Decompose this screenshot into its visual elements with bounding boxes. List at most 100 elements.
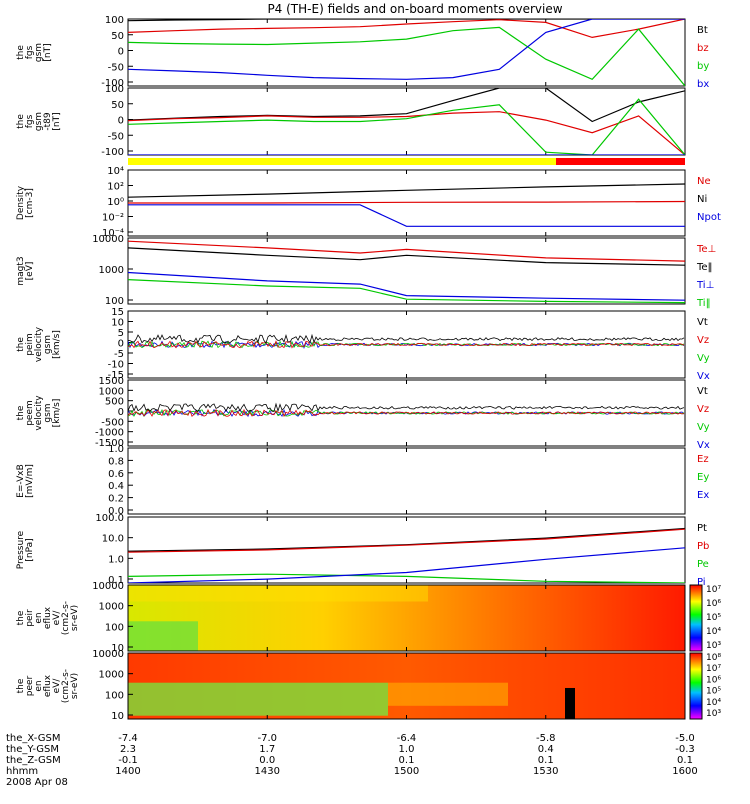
panel-ylabel: thepeemvelocitygsm[km/s] (16, 395, 62, 431)
colorbar-tick-label: 10⁶ (706, 675, 721, 685)
figure-title: P4 (TH-E) fields and on-board moments ov… (267, 2, 562, 16)
time-tick-label: 1600 (672, 766, 697, 777)
y-tick-label: 500 (105, 397, 124, 408)
legend-item: Pt (697, 523, 707, 534)
time-tick-label: 1530 (533, 766, 558, 777)
series-line-bz (128, 19, 685, 39)
legend-item: Ez (697, 454, 709, 465)
series-group (128, 88, 685, 155)
colorbar-tick-label: 10⁵ (706, 613, 721, 623)
series-line-by (128, 26, 685, 86)
mode-bar-fast (556, 158, 685, 165)
legend-item: Te⊥ (696, 244, 716, 255)
series-line-Te⊥ (128, 240, 685, 262)
panel-ylabel: thepeirenefluxeV/(cm2-s-sr-eV) (16, 601, 80, 635)
y-tick-label: -500 (101, 417, 124, 428)
legend-item: Pe (697, 559, 709, 570)
time-tick-label: 1430 (255, 766, 280, 777)
y-tick-label: 10⁴ (107, 166, 124, 177)
ephemeris-label: the_X-GSM (6, 733, 60, 744)
y-tick-label: 10 (111, 318, 124, 329)
series-group (128, 19, 685, 86)
legend-item: Vx (697, 371, 710, 382)
colorbar-tick-label: 10⁴ (706, 698, 721, 708)
y-tick-label: 0.6 (108, 469, 124, 480)
y-tick-label: -15 (108, 370, 124, 381)
y-tick-label: 0.4 (108, 481, 124, 492)
y-tick-label: -50 (108, 62, 124, 73)
series-line-Pi (128, 547, 685, 583)
ephemeris-value: -0.3 (675, 744, 695, 755)
ephemeris-value: 0.1 (538, 755, 554, 766)
series-group (128, 527, 685, 583)
series-line-Npot (128, 204, 685, 227)
y-tick-label: 1.0 (108, 554, 124, 565)
y-tick-label: 100 (105, 84, 124, 95)
ephemeris-label: the_Y-GSM (6, 744, 59, 755)
legend-item: Vz (697, 335, 709, 346)
y-tick-label: -10 (108, 360, 124, 371)
panels-group: 100500-50-100thefgsgsm[nT]Btbzbybx100500… (16, 15, 721, 722)
series-line-Vt (128, 333, 685, 344)
panel-ylabel: E=-VxB[mV/m] (16, 464, 35, 498)
legend-item: Ti‖ (696, 298, 711, 309)
y-tick-label: 100 (105, 622, 124, 633)
time-axis-label: hhmm (6, 766, 38, 777)
series-line-bx (128, 19, 685, 80)
y-tick-label: 1500 (99, 376, 124, 387)
y-tick-label: 100.0 (95, 513, 124, 524)
colorbar-tick-label: 10³ (706, 709, 721, 719)
y-tick-label: 10⁰ (107, 197, 124, 208)
y-tick-label: 100 (105, 15, 124, 26)
series-line-red (128, 111, 685, 155)
ephemeris-value: -7.4 (118, 733, 138, 744)
legend-item: Ne (697, 176, 711, 187)
panel-ylabel: thefgsgsm[nT] (16, 43, 53, 62)
low-energy-band (128, 621, 198, 651)
ephemeris-value: 1.7 (259, 744, 275, 755)
colorbar-tick-label: 10⁶ (706, 599, 721, 609)
series-line-green (128, 98, 685, 155)
series-line-Pb (128, 528, 685, 553)
y-tick-label: 1000 (99, 386, 124, 397)
legend-item: Vt (697, 386, 708, 397)
y-tick-label: 5 (118, 328, 124, 339)
panel-frame (127, 237, 686, 305)
series-line-Ti⊥ (128, 271, 685, 301)
panel-ylabel: Pressure[nPa] (16, 530, 35, 569)
date-label: 2008 Apr 08 (6, 777, 68, 788)
legend-item: bx (697, 79, 709, 90)
time-axis-group: the_X-GSM -7.4 -7.0 -6.4 -5.8 -5.0 the_Y-GSM 2.… (6, 733, 698, 788)
ephemeris-value: 0.1 (399, 755, 415, 766)
y-tick-label: 0 (118, 339, 124, 350)
panel-1: 100 50 0 -50 -100 thefgsgsm[nT] Bt bz by bx (16, 15, 709, 90)
panel-3: 10⁴ 10² 10⁰ 10⁻² 10⁻⁴ Density[cm-3] Ne Ni Npot (16, 166, 721, 239)
ephemeris-value: 0.1 (677, 755, 693, 766)
y-tick-label: 0 (118, 47, 124, 58)
panel-ylabel: thepeerenefluxeV/(cm2-s-sr-eV) (16, 669, 80, 703)
series-line-Vz (128, 408, 685, 418)
data-gap (565, 687, 575, 719)
y-tick-label: -1000 (95, 428, 124, 439)
y-tick-label: 50 (111, 100, 124, 111)
series-group (128, 240, 685, 304)
y-tick-label: 15 (111, 307, 124, 318)
ephemeris-value: -5.8 (536, 733, 556, 744)
y-tick-label: 1000 (99, 265, 124, 276)
panel-8: 100.0 10.0 1.0 0.1 Pressure[nPa] Pt Pb Pe Pi (16, 513, 709, 588)
y-tick-label: 0 (118, 407, 124, 418)
legend-item: Vt (697, 317, 708, 328)
colorbar-tick-label: 10⁴ (706, 627, 721, 637)
panel-4: 10000 1000 100 magt3[eV] Te⊥ Te‖ Ti⊥ Ti‖ (16, 234, 716, 309)
legend-item: Ey (697, 472, 709, 483)
y-tick-label: 10000 (92, 649, 124, 660)
y-tick-label: 10 (111, 711, 124, 722)
series-line-Vt (128, 402, 685, 413)
ephemeris-value: -6.4 (397, 733, 417, 744)
y-tick-label: 10⁻⁴ (102, 228, 124, 239)
panel-ylabel: magt3[eV] (16, 256, 35, 285)
y-tick-label: 0.1 (108, 575, 124, 586)
